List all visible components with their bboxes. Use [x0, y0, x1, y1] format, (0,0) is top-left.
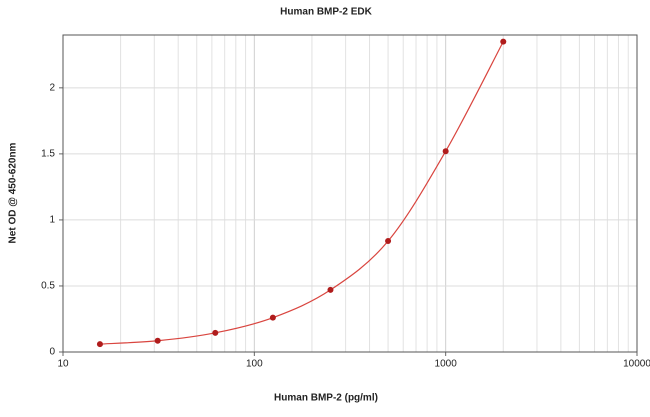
data-point	[442, 148, 449, 155]
chart-title: Human BMP-2 EDK	[280, 7, 372, 18]
x-tick-label: 10000	[623, 359, 650, 370]
data-point	[327, 286, 334, 293]
x-tick-label: 100	[246, 359, 263, 370]
y-tick-label: 1	[49, 215, 55, 226]
x-tick-label: 10	[57, 359, 69, 370]
x-axis-label: Human BMP-2 (pg/ml)	[274, 393, 378, 404]
y-tick-label: 1.5	[41, 149, 55, 160]
y-tick-label: 0	[49, 347, 55, 358]
data-point	[96, 341, 103, 348]
y-axis-label: Net OD @ 450-620nm	[8, 142, 19, 243]
x-tick-label: 1000	[435, 359, 458, 370]
y-tick-label: 0.5	[41, 281, 55, 292]
data-point	[269, 314, 276, 321]
y-tick-label: 2	[49, 82, 55, 93]
data-point	[212, 329, 219, 336]
data-point	[500, 38, 507, 45]
plot-frame	[62, 34, 638, 353]
data-point	[154, 337, 161, 344]
data-point	[385, 238, 392, 245]
fit-curve	[99, 41, 504, 345]
